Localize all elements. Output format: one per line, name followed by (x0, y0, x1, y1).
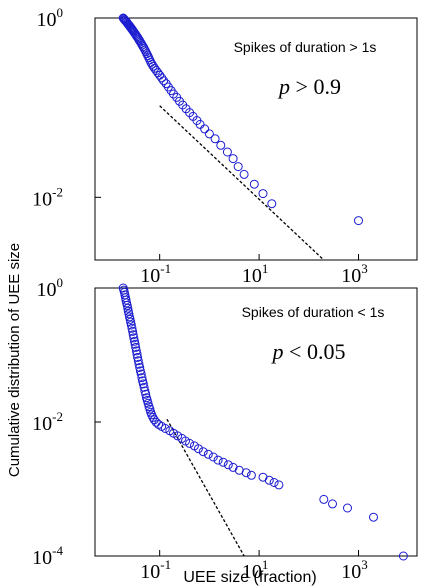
data-point (369, 512, 378, 522)
x-tick-label: 10-1 (140, 557, 171, 583)
plot-frame (94, 17, 418, 261)
data-point (143, 398, 153, 408)
y-tick-label: 10-4 (32, 543, 63, 569)
data-point (203, 449, 213, 459)
fit-line-group (159, 105, 325, 261)
data-point (249, 179, 259, 189)
p-value-label-top: p > 0.9 (277, 74, 341, 99)
fit-line (159, 105, 325, 261)
y-axis-label: Cumulative distribution of UEE size (6, 243, 23, 477)
data-point (204, 129, 214, 139)
data-point (140, 386, 150, 396)
x-ticks-group: 10-1 101 103 (140, 254, 368, 287)
data-point (137, 373, 147, 383)
data-point (159, 76, 169, 86)
data-point (208, 452, 218, 462)
data-point (343, 503, 352, 513)
x-ticks-group: 10-1 101 103 (140, 550, 368, 583)
data-point (132, 349, 142, 359)
data-point (123, 303, 133, 313)
x-tick-label: 101 (242, 261, 269, 287)
data-point (195, 119, 205, 129)
data-point (131, 346, 141, 356)
y-tick-label: 100 (37, 5, 64, 31)
data-point (124, 309, 134, 319)
data-point (133, 352, 143, 362)
y-ticks-group: 100 10-2 (32, 5, 101, 210)
data-point (130, 339, 140, 349)
data-point (398, 551, 408, 561)
data-point (133, 356, 143, 366)
data-point (139, 382, 149, 392)
data-point (128, 330, 138, 340)
annotation-top: Spikes of duration > 1s (234, 39, 377, 55)
data-point (193, 444, 203, 454)
points-group (118, 13, 363, 226)
data-point (354, 216, 363, 226)
data-point (274, 480, 284, 490)
data-point (246, 470, 256, 480)
data-point (185, 438, 195, 448)
x-tick-label: 10-1 (140, 261, 171, 287)
annotation-bottom: Spikes of duration < 1s (242, 304, 385, 320)
data-point (328, 499, 337, 509)
data-point (223, 460, 233, 470)
data-point (216, 140, 226, 150)
data-point (319, 494, 329, 504)
y-ticks-group: 100 10-2 10-4 (32, 275, 101, 569)
data-point (148, 412, 158, 422)
x-axis-label: UEE size (fraction) (183, 569, 316, 586)
data-point (239, 169, 249, 179)
data-point (149, 415, 159, 425)
data-point (198, 447, 208, 457)
data-point (138, 379, 148, 389)
plot-frame (94, 287, 418, 557)
data-point (269, 478, 279, 487)
x-tick-label: 103 (341, 261, 368, 287)
data-point (136, 369, 146, 379)
data-point (213, 455, 223, 465)
points-group (118, 283, 408, 561)
data-point (135, 363, 145, 372)
data-point (228, 154, 238, 164)
data-point (241, 468, 251, 478)
data-point (129, 333, 139, 343)
data-point (134, 359, 144, 369)
y-tick-label: 10-2 (32, 184, 63, 210)
data-point (141, 389, 151, 399)
data-point (228, 462, 238, 472)
chart-top: 10-1 101 103 100 10-2 Spikes of duration > … (32, 5, 418, 287)
data-point (200, 124, 210, 134)
data-point (258, 189, 268, 199)
data-point (150, 63, 160, 73)
y-tick-label: 10-2 (32, 409, 63, 435)
data-point (131, 342, 141, 352)
p-value-label-bottom: p < 0.05 (271, 339, 346, 364)
data-point (160, 424, 170, 433)
data-point (157, 73, 167, 83)
data-point (210, 134, 220, 144)
y-tick-label: 100 (37, 275, 64, 301)
data-point (126, 320, 136, 330)
data-point (233, 162, 243, 172)
data-point (267, 199, 277, 209)
data-point (169, 89, 178, 99)
data-point (218, 457, 228, 467)
data-point (128, 326, 138, 336)
x-tick-label: 103 (341, 557, 368, 583)
data-point (127, 323, 137, 333)
chart-bottom: 10-1 101 103 100 10-2 10-4 Spikes of duratio… (32, 275, 418, 583)
data-point (222, 147, 232, 157)
data-point (264, 475, 274, 485)
